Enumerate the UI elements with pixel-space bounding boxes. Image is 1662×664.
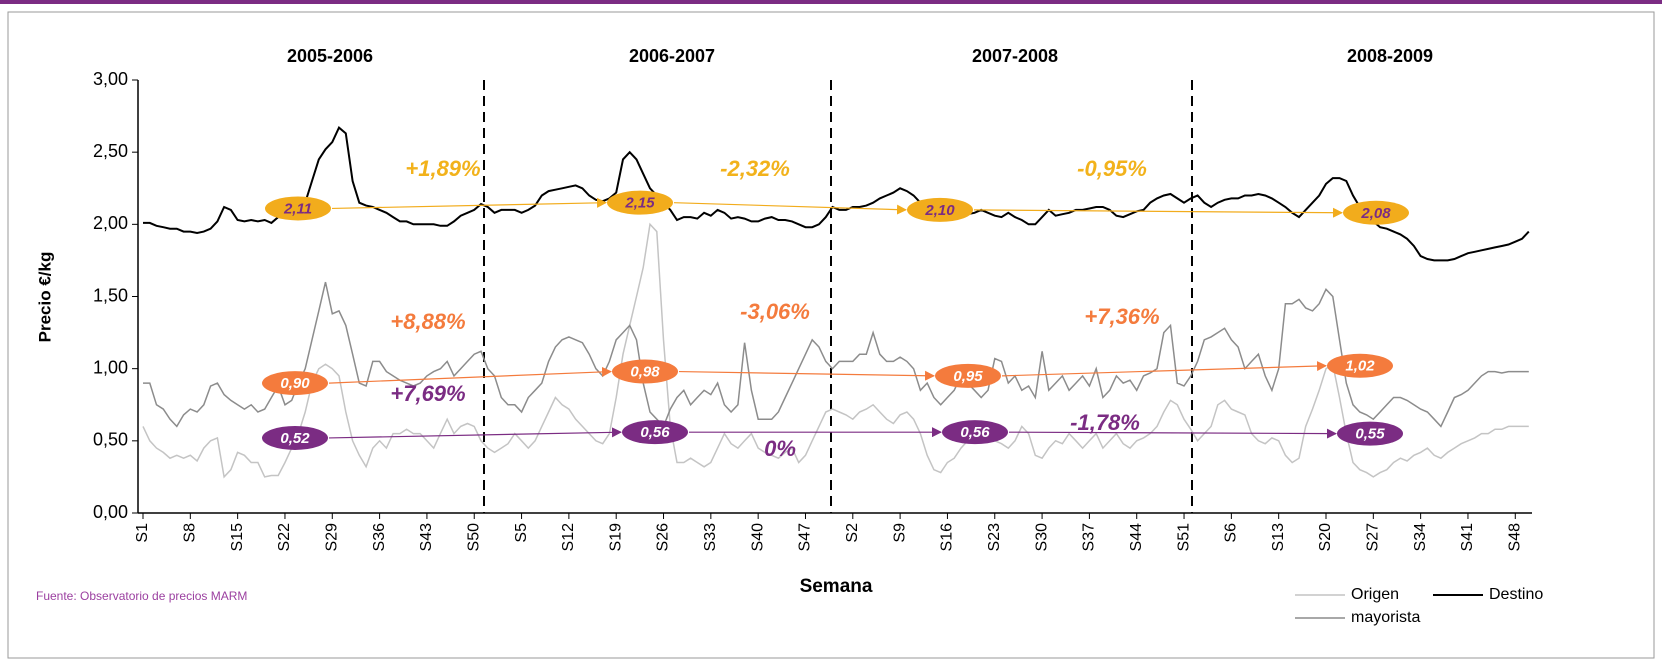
season-label: 2008-2009 bbox=[1347, 46, 1433, 66]
price-marker-label: 0,56 bbox=[960, 424, 990, 441]
price-marker-label: 0,90 bbox=[280, 375, 310, 392]
x-tick-label: S43 bbox=[418, 523, 435, 552]
x-tick-label: S40 bbox=[749, 523, 766, 552]
x-tick-label: S23 bbox=[986, 523, 1003, 552]
x-tick-label: S51 bbox=[1175, 523, 1192, 552]
price-marker bbox=[907, 197, 973, 222]
price-marker bbox=[607, 190, 673, 215]
season-label: 2006-2007 bbox=[629, 46, 715, 66]
x-tick-label: S1 bbox=[134, 523, 151, 543]
legend-label: Destino bbox=[1489, 586, 1543, 603]
x-tick-label: S30 bbox=[1033, 523, 1050, 552]
season-label: 2007-2008 bbox=[972, 46, 1058, 66]
x-tick-label: S13 bbox=[1270, 523, 1287, 552]
change-arrow bbox=[331, 197, 607, 210]
series-line bbox=[142, 222, 1529, 479]
price-marker bbox=[262, 425, 328, 450]
x-tick-label: S34 bbox=[1412, 523, 1429, 552]
price-marker bbox=[1337, 421, 1403, 446]
frame bbox=[7, 11, 1655, 659]
x-tick-label: S2 bbox=[844, 523, 861, 543]
price-marker bbox=[612, 359, 678, 384]
change-label: -0,95% bbox=[1077, 156, 1147, 181]
x-tick-label: S48 bbox=[1506, 523, 1523, 552]
price-marker bbox=[935, 363, 1001, 388]
price-marker bbox=[262, 371, 328, 396]
price-marker-label: 1,02 bbox=[1345, 358, 1375, 375]
x-tick-label: S6 bbox=[1223, 523, 1240, 543]
change-label: -1,78% bbox=[1070, 410, 1140, 435]
price-marker-label: 0,55 bbox=[1355, 426, 1385, 443]
price-marker-label: 2,15 bbox=[624, 195, 655, 212]
change-label: +8,88% bbox=[390, 309, 465, 334]
x-tick-label: S29 bbox=[323, 523, 340, 552]
x-tick-label: S12 bbox=[560, 523, 577, 552]
change-label: +7,36% bbox=[1084, 304, 1159, 329]
source: Fuente: Observatorio de precios MARM bbox=[36, 589, 247, 603]
change-label: -3,06% bbox=[740, 299, 810, 324]
change-arrow bbox=[1008, 428, 1337, 439]
price-marker-label: 0,95 bbox=[953, 368, 983, 385]
price-marker bbox=[1343, 200, 1409, 225]
price-marker-label: 0,52 bbox=[280, 430, 310, 447]
season-label: 2005-2006 bbox=[287, 46, 373, 66]
y-tick-label: 2,50 bbox=[93, 141, 128, 161]
series-line bbox=[143, 281, 1529, 428]
top-border bbox=[0, 0, 1662, 4]
y-tick-label: 0,50 bbox=[93, 430, 128, 450]
x-tick-label: S36 bbox=[371, 523, 388, 552]
x-tick-label: S26 bbox=[655, 523, 672, 552]
series-line bbox=[143, 125, 1530, 262]
x-tick-label: S5 bbox=[513, 523, 530, 543]
y-axis-label: Precio €/kg bbox=[35, 252, 54, 343]
x-tick-label: S47 bbox=[797, 523, 814, 552]
price-marker bbox=[265, 196, 331, 221]
x-tick-label: S8 bbox=[182, 523, 199, 543]
x-tick-label: S41 bbox=[1459, 523, 1476, 552]
change-label: +1,89% bbox=[405, 156, 480, 181]
y-tick-label: 2,00 bbox=[93, 213, 128, 233]
change-arrow bbox=[328, 427, 622, 439]
y-tick-label: 1,50 bbox=[93, 285, 128, 305]
x-tick-label: S50 bbox=[465, 523, 482, 552]
x-tick-label: S16 bbox=[939, 523, 956, 552]
price-marker bbox=[622, 420, 688, 445]
change-arrow bbox=[673, 202, 907, 215]
price-marker-label: 0,56 bbox=[640, 424, 670, 441]
legend-label: mayorista bbox=[1351, 609, 1420, 626]
price-marker-label: 2,11 bbox=[283, 200, 312, 217]
legend-label: Origen bbox=[1351, 586, 1399, 603]
change-arrow bbox=[678, 370, 935, 381]
price-marker-label: 2,08 bbox=[1360, 205, 1391, 222]
x-tick-label: S22 bbox=[276, 523, 293, 552]
price-marker bbox=[1327, 353, 1393, 378]
change-arrow bbox=[1001, 361, 1327, 377]
y-tick-label: 0,00 bbox=[93, 502, 128, 522]
x-tick-label: S44 bbox=[1128, 523, 1145, 552]
x-tick-label: S33 bbox=[702, 523, 719, 552]
change-label: 0% bbox=[764, 436, 796, 461]
change-label: +7,69% bbox=[390, 381, 465, 406]
x-tick-label: S27 bbox=[1365, 523, 1382, 552]
x-tick-label: S20 bbox=[1317, 523, 1334, 552]
y-tick-label: 3,00 bbox=[93, 69, 128, 89]
change-arrow bbox=[973, 207, 1343, 218]
change-arrow bbox=[328, 366, 612, 384]
price-marker bbox=[942, 420, 1008, 445]
x-axis-label: Semana bbox=[800, 576, 873, 597]
x-tick-label: S15 bbox=[229, 523, 246, 552]
change-label: -2,32% bbox=[720, 156, 790, 181]
x-tick-label: S9 bbox=[891, 523, 908, 543]
y-tick-label: 1,00 bbox=[93, 357, 128, 377]
price-marker-label: 0,98 bbox=[630, 364, 660, 381]
x-tick-label: S37 bbox=[1081, 523, 1098, 552]
x-tick-label: S19 bbox=[607, 523, 624, 552]
price-marker-label: 2,10 bbox=[924, 202, 955, 219]
